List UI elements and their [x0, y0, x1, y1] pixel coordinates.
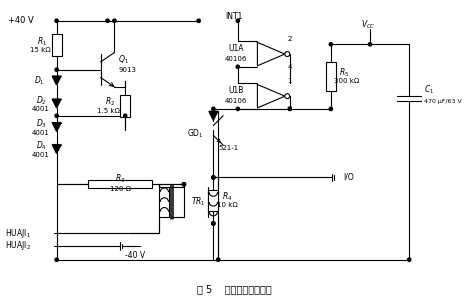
Circle shape: [182, 183, 185, 186]
Text: HUAJI$_1$: HUAJI$_1$: [5, 227, 31, 240]
Text: $R_4$: $R_4$: [222, 190, 232, 203]
Bar: [88, 180, 152, 188]
Text: U1A: U1A: [228, 44, 244, 53]
Circle shape: [124, 114, 127, 118]
Circle shape: [288, 107, 291, 111]
Text: 40106: 40106: [225, 56, 247, 62]
Text: GD$_1$: GD$_1$: [187, 127, 204, 140]
Circle shape: [55, 68, 59, 72]
Text: 1: 1: [287, 78, 292, 85]
Circle shape: [236, 19, 239, 22]
Text: 4001: 4001: [32, 106, 50, 112]
Text: 10 kΩ: 10 kΩ: [217, 202, 237, 208]
Circle shape: [217, 258, 220, 261]
Bar: [209, 190, 218, 211]
Text: $R_5$: $R_5$: [339, 66, 350, 79]
Circle shape: [329, 107, 332, 111]
Text: 9013: 9013: [118, 67, 136, 73]
Text: -40 V: -40 V: [125, 251, 145, 260]
Text: $TR_1$: $TR_1$: [191, 196, 206, 208]
Text: 1.5 kΩ: 1.5 kΩ: [97, 108, 120, 114]
Text: 300 kΩ: 300 kΩ: [334, 78, 359, 85]
Circle shape: [55, 258, 59, 261]
Text: $D_4$: $D_4$: [35, 140, 46, 152]
Text: INT1: INT1: [225, 12, 243, 21]
Polygon shape: [52, 123, 61, 132]
Circle shape: [236, 107, 239, 111]
Text: I/O: I/O: [344, 173, 354, 182]
Text: +40 V: +40 V: [8, 16, 34, 25]
Text: 2: 2: [287, 36, 292, 42]
Text: 4001: 4001: [32, 152, 50, 158]
Circle shape: [407, 258, 411, 261]
Text: $Q_1$: $Q_1$: [118, 54, 129, 66]
Circle shape: [182, 183, 185, 186]
Text: 4001: 4001: [32, 130, 50, 136]
Circle shape: [285, 94, 290, 98]
Text: $R_2$: $R_2$: [105, 96, 116, 108]
Polygon shape: [52, 76, 61, 85]
Circle shape: [211, 222, 215, 225]
Text: 521-1: 521-1: [218, 145, 238, 151]
Circle shape: [211, 107, 215, 111]
Polygon shape: [52, 99, 61, 108]
Circle shape: [368, 43, 371, 46]
Circle shape: [211, 176, 215, 179]
Circle shape: [236, 65, 239, 68]
Bar: [120, 95, 130, 117]
Text: $R_3$: $R_3$: [115, 172, 126, 185]
Text: HUAJI$_2$: HUAJI$_2$: [5, 239, 31, 252]
Circle shape: [329, 43, 332, 46]
Polygon shape: [209, 111, 218, 120]
Bar: [52, 35, 61, 56]
Circle shape: [197, 19, 200, 22]
Text: 图 5    摘、挂机检测电路: 图 5 摘、挂机检测电路: [196, 284, 271, 294]
Text: 15 kΩ: 15 kΩ: [30, 47, 51, 53]
Circle shape: [285, 52, 290, 57]
Bar: [326, 62, 336, 91]
Circle shape: [211, 176, 215, 179]
Text: 120 Ω: 120 Ω: [110, 186, 131, 192]
Circle shape: [55, 19, 59, 22]
Text: 3: 3: [287, 106, 292, 112]
Text: 4: 4: [287, 64, 292, 70]
Text: $D_2$: $D_2$: [35, 94, 46, 107]
Text: U1B: U1B: [228, 86, 244, 95]
Circle shape: [106, 19, 109, 22]
Text: $V_{CC}$: $V_{CC}$: [361, 18, 375, 31]
Circle shape: [113, 19, 116, 22]
Text: 470 μF/63 V: 470 μF/63 V: [424, 98, 462, 104]
Circle shape: [211, 222, 215, 225]
Circle shape: [55, 114, 59, 118]
Polygon shape: [257, 85, 285, 108]
Text: 40106: 40106: [225, 98, 247, 104]
Text: $R_1$: $R_1$: [37, 35, 47, 48]
Polygon shape: [257, 42, 285, 66]
Text: $D_3$: $D_3$: [35, 118, 46, 130]
Polygon shape: [52, 145, 61, 153]
Text: $D_1$: $D_1$: [34, 74, 44, 87]
Text: $C_1$: $C_1$: [424, 83, 434, 95]
